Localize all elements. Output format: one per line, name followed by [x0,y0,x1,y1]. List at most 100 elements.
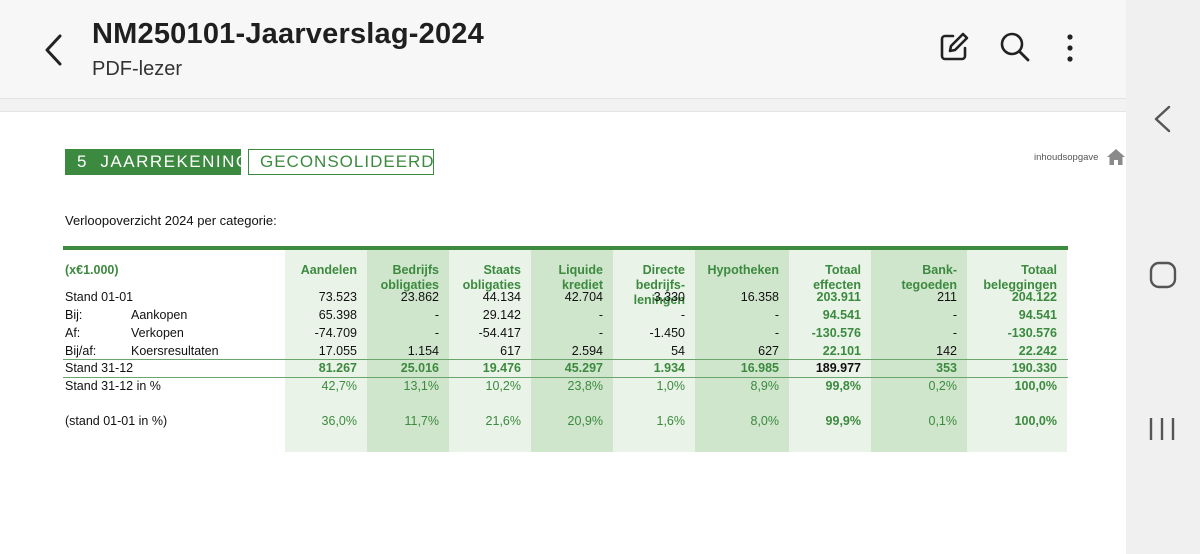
pdf-page[interactable]: 5 JAARREKENING GECONSOLIDEERD inhoudsopg… [0,112,1126,554]
edit-icon[interactable] [937,30,971,64]
table-cell: 17.055 [318,344,357,358]
row-rule [63,377,1068,378]
table-cell: 23.862 [400,290,439,304]
table-cell: 1.934 [653,361,685,375]
table-cell: - [434,326,439,340]
table-cell: - [434,308,439,322]
nav-home-icon[interactable] [1126,250,1200,300]
table-cell: 21,6% [485,414,521,428]
toc-link[interactable]: inhoudsopgave [1034,152,1099,163]
table-cell: 10,2% [485,379,521,393]
column-shading [695,250,789,452]
table-cell: 44.134 [482,290,521,304]
column-header-line: Aandelen [300,263,357,277]
column-shading [367,250,449,452]
table-cell: 99,8% [825,379,861,393]
table-cell: -1.450 [649,326,685,340]
column-header-line: bedrijfs- [635,278,685,292]
nav-recents-icon[interactable] [1126,404,1200,454]
home-icon[interactable] [1106,148,1126,166]
column-header-line: Totaal [1021,263,1057,277]
table-cell: 22.101 [822,344,861,358]
table-cell: 203.911 [816,290,862,304]
column-shading [613,250,695,452]
table-cell: 36,0% [321,414,357,428]
unit-label: (x€1.000) [65,263,119,277]
table-cell: 42,7% [321,379,357,393]
table-cell: 2.594 [571,344,603,358]
row-sublabel: Aankopen [131,308,188,322]
table-cell: 8,0% [750,414,780,428]
app-bar-divider [0,98,1126,112]
table-cell: 73.523 [318,290,357,304]
table-cell: 1,6% [656,414,686,428]
table-cell: 29.142 [482,308,521,322]
row-label: Bij/af: [65,344,97,358]
table-cell: 54 [671,344,685,358]
table-cell: -54.417 [478,326,521,340]
column-header-line: obligaties [380,278,439,292]
table-cell: 3.330 [653,290,685,304]
column-header: Bank-tegoeden [871,263,957,293]
row-rule [63,359,1068,360]
column-header-line: Liquide [558,263,603,277]
table-cell: 0,2% [928,379,958,393]
table-cell: 190.330 [1011,361,1057,375]
column-header-line: krediet [562,278,603,292]
search-icon[interactable] [998,30,1032,64]
table-cell: 100,0% [1014,379,1057,393]
table-cell: 1,0% [656,379,686,393]
column-shading [285,250,367,452]
table-caption: Verloopoverzicht 2024 per categorie: [65,213,277,228]
table-cell: 8,9% [750,379,780,393]
column-header: Hypotheken [695,263,779,278]
table-cell: 22.242 [1018,344,1057,358]
table-cell: 0,1% [928,414,958,428]
table-cell: 13,1% [403,379,439,393]
table-cell: 65.398 [318,308,357,322]
column-header-line: Staats [483,263,521,277]
column-header: Staats obligaties [449,263,521,293]
table-cell: 99,9% [825,414,861,428]
table-cell: 100,0% [1014,414,1057,428]
column-header: Aandelen [285,263,357,278]
column-header: Totaal beleggingen [967,263,1057,293]
column-header-line: Hypotheken [707,263,779,277]
column-header-line: obligaties [462,278,521,292]
table-cell: 94.541 [1018,308,1057,322]
verloop-table: (x€1.000) Aandelen Bedrijfs obligaties Staa… [63,246,1068,452]
column-shading [531,250,613,452]
table-cell: 11,7% [404,414,439,428]
table-cell: -130.576 [1007,326,1057,340]
row-sublabel: Koersresultaten [131,344,219,358]
table-cell: 16.358 [740,290,779,304]
navigation-bar [1126,0,1200,554]
table-cell: -74.709 [314,326,357,340]
column-header-line: Bedrijfs [392,263,439,277]
column-header-line: beleggingen [983,278,1057,292]
app-bar: NM250101-Jaarverslag-2024 PDF-lezer [0,0,1126,98]
table-cell: 16.985 [740,361,779,375]
table-cell: 81.267 [318,361,357,375]
back-arrow-icon[interactable] [40,30,70,70]
column-header-line: effecten [813,278,861,292]
table-cell: - [680,308,685,322]
table-cell: 1.154 [407,344,439,358]
more-vert-icon[interactable] [1056,30,1090,64]
document-title: NM250101-Jaarverslag-2024 [92,18,484,50]
section-subheading: GECONSOLIDEERD [248,149,434,175]
column-header-line: Directe [642,263,685,277]
row-label: Af: [65,326,81,340]
column-header-line: Totaal [825,263,861,277]
column-shading [449,250,531,452]
row-sublabel: Verkopen [131,326,184,340]
table-cell: 45.297 [564,361,603,375]
row-label: Bij: [65,308,83,322]
row-label: Stand 31-12 in % [65,379,161,393]
table-cell: - [774,308,779,322]
table-cell: 627 [758,344,779,358]
nav-back-icon[interactable] [1126,94,1200,144]
table-cell: 20,9% [567,414,603,428]
table-cell: 23,8% [567,379,603,393]
table-cell: - [952,308,957,322]
